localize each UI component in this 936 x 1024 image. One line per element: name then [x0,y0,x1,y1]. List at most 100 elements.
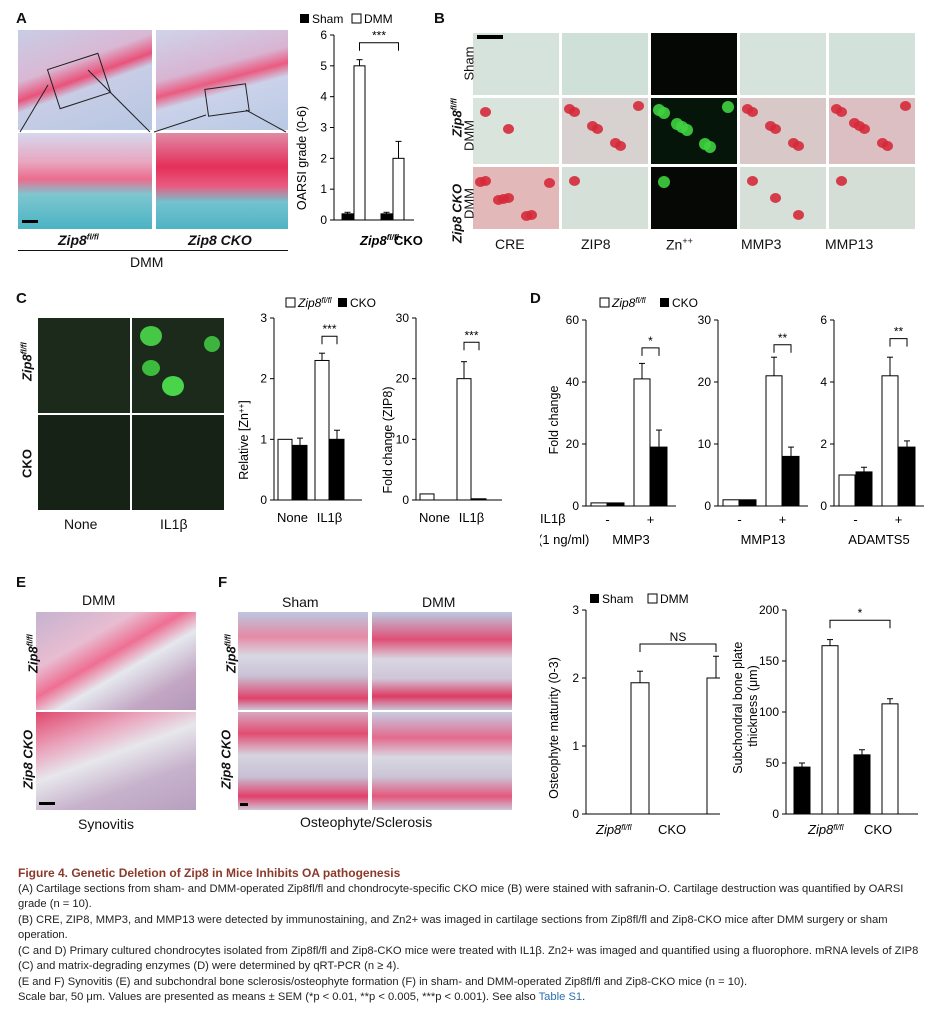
chart-a-bar-0-0 [341,213,354,221]
label-a-dmm: DMM [130,254,164,270]
legend-label-sham: Sham [312,12,343,26]
chart-d1-bar-0-1 [607,502,625,507]
e-row-label-cko: Zip8 CKO [20,729,36,790]
fluor-c-wt-il1b [132,318,224,413]
chart-d3-bar-1-0 [881,375,899,507]
chart-d2-bar-1-0 [765,375,783,507]
chart-f2-sig-bracket [829,619,891,629]
chart-d3-sig-label: ** [894,325,904,339]
chart-d3-xtitle: ADAMTS5 [848,532,909,547]
chart-c1-xcat-1: IL1β [317,510,343,525]
chart-d3-xcat-0: - [853,512,857,527]
chart-f1-yticklabel-3: 3 [572,603,579,617]
chart-c1-yticklabel-2: 2 [260,372,267,386]
chart-c1-xcat-0: None [277,510,308,525]
micrograph-f-cko-sham [238,712,368,810]
legend-label-c-wt: Zip8fl/fl [297,296,332,310]
chart-f1-yticklabel-0: 0 [572,807,579,821]
chart-c1-bar-1-0 [314,359,330,501]
fluor-c-cko-none [38,415,130,510]
chart-c1-sig-label: *** [322,322,336,336]
c-row-label-cko: CKO [19,449,35,478]
chart-a-bar-1-1 [392,157,405,221]
panel-label-c: C [16,290,27,307]
chart-d1-bar-1-0 [633,378,651,507]
table-s1-link[interactable]: Table S1 [538,991,583,1003]
micrograph-b-r1-c4 [829,98,915,164]
row-label-sham: Sham [461,46,477,81]
chart-d1-xtitle: MMP3 [612,532,650,547]
chart-c1-yticklabel-0: 0 [260,493,267,507]
legend-swatch-f-dmm [647,593,658,604]
chart-d2-bar-0-1 [739,499,757,507]
caption-line-cd: (C and D) Primary cultured chondrocytes … [18,944,919,973]
caption-line-scale: Scale bar, 50 μm. Values are presented a… [18,991,586,1003]
chart-c2-ylabel: Fold change (ZIP8) [381,387,395,494]
chart-d2-xtitle: MMP13 [741,532,786,547]
col-label-mmp3: MMP3 [741,236,782,252]
legend-label-d-wt: Zip8fl/fl [611,296,646,310]
scale-bar-b [477,35,503,39]
micrograph-a-cko-overview [156,30,288,130]
panel-b-row-labels: Zip8fl/fl Zip8 CKO Sham DMM DMM [442,32,476,244]
micrograph-f-cko-dmm [372,712,512,810]
chart-f2-bar-0-1 [821,645,839,815]
chart-a-yticklabel-6: 6 [320,28,327,42]
chart-c2-sig-label: *** [464,328,478,342]
chart-d2-bar-1-1 [782,455,800,507]
chart-c1-sig-bracket [321,335,338,345]
micrograph-b-r2-c2 [651,167,737,229]
micrograph-b-r0-c3 [740,33,826,95]
chart-f1-bar-1-1 [706,677,720,815]
chart-d1-bar-0-0 [590,502,608,507]
chart-c: Zip8fl/fl CKO Relative [Zn++] Fold chang… [237,296,502,525]
chart-f1-bar-0-1 [630,682,650,815]
chart-c2-xcat-1: IL1β [459,510,485,525]
chart-d2-sig-bracket [773,344,792,353]
legend-swatch-c-wt [285,297,296,308]
micrograph-b-r1-c0 [473,98,559,164]
chart-d1-sig-label: * [648,334,653,348]
micrograph-b-r0-c1 [562,33,648,95]
col-label-mmp13: MMP13 [825,236,874,252]
chart-c2-bar-0-0 [419,493,435,501]
chart-d3-sig-bracket [889,338,908,347]
zoom-lines-a [19,69,287,133]
legend-swatch-d-wt [599,297,610,308]
chart-f2-xtick-wt: Zip8fl/fl [807,822,844,837]
chart-c2-yticklabel-3: 30 [396,311,410,325]
chart-f2-bar-0-0 [793,766,811,815]
chart-d2-bar-0-0 [722,499,740,507]
chart-f2-ylabel: Subchondral bone plate thickness (μm) [731,638,760,774]
chart-d3-xcat-1: + [895,512,903,527]
f-col-label-sham: Sham [282,594,319,610]
chart-d2-yticklabel-0: 0 [704,499,711,513]
chart-d3-yticklabel-1: 2 [820,437,827,451]
scale-bar-e [39,802,55,805]
fluor-c-wt-none [38,318,130,413]
chart-a-bar-1-0 [380,213,393,221]
fluor-c-cko-il1b [132,415,224,510]
chart-d2-yticklabel-1: 10 [698,437,712,451]
caption-line-ef: (E and F) Synovitis (E) and subchondral … [18,975,748,988]
chart-a-xtick-cko: CKO [394,233,423,248]
chart-f1-sig-label: NS [670,630,687,644]
chart-a-sig-bracket [359,42,399,51]
chart-f2-yticklabel-2: 100 [759,705,779,719]
chart-c2-bar-1-1 [471,498,487,501]
scale-bar-f [240,803,248,806]
chart-d1-xcat-1: + [647,512,655,527]
row-label-dmm-cko: DMM [461,187,477,220]
label-a-wt: Zip8fl/fl [58,232,99,248]
chart-f2-yticklabel-3: 150 [759,654,779,668]
chart-d2-yticklabel-3: 30 [698,313,712,327]
legend-swatch-dmm [351,13,362,24]
panel-label-a: A [16,10,27,27]
f-row-label-wt: Zip8fl/fl [223,634,239,674]
chart-c2-bar-1-0 [456,378,472,501]
chart-a-yticklabel-0: 0 [320,213,327,227]
col-label-zip8: ZIP8 [581,236,611,252]
micrograph-a-cko-zoom [156,133,288,229]
micrograph-b-r0-c2 [651,33,737,95]
